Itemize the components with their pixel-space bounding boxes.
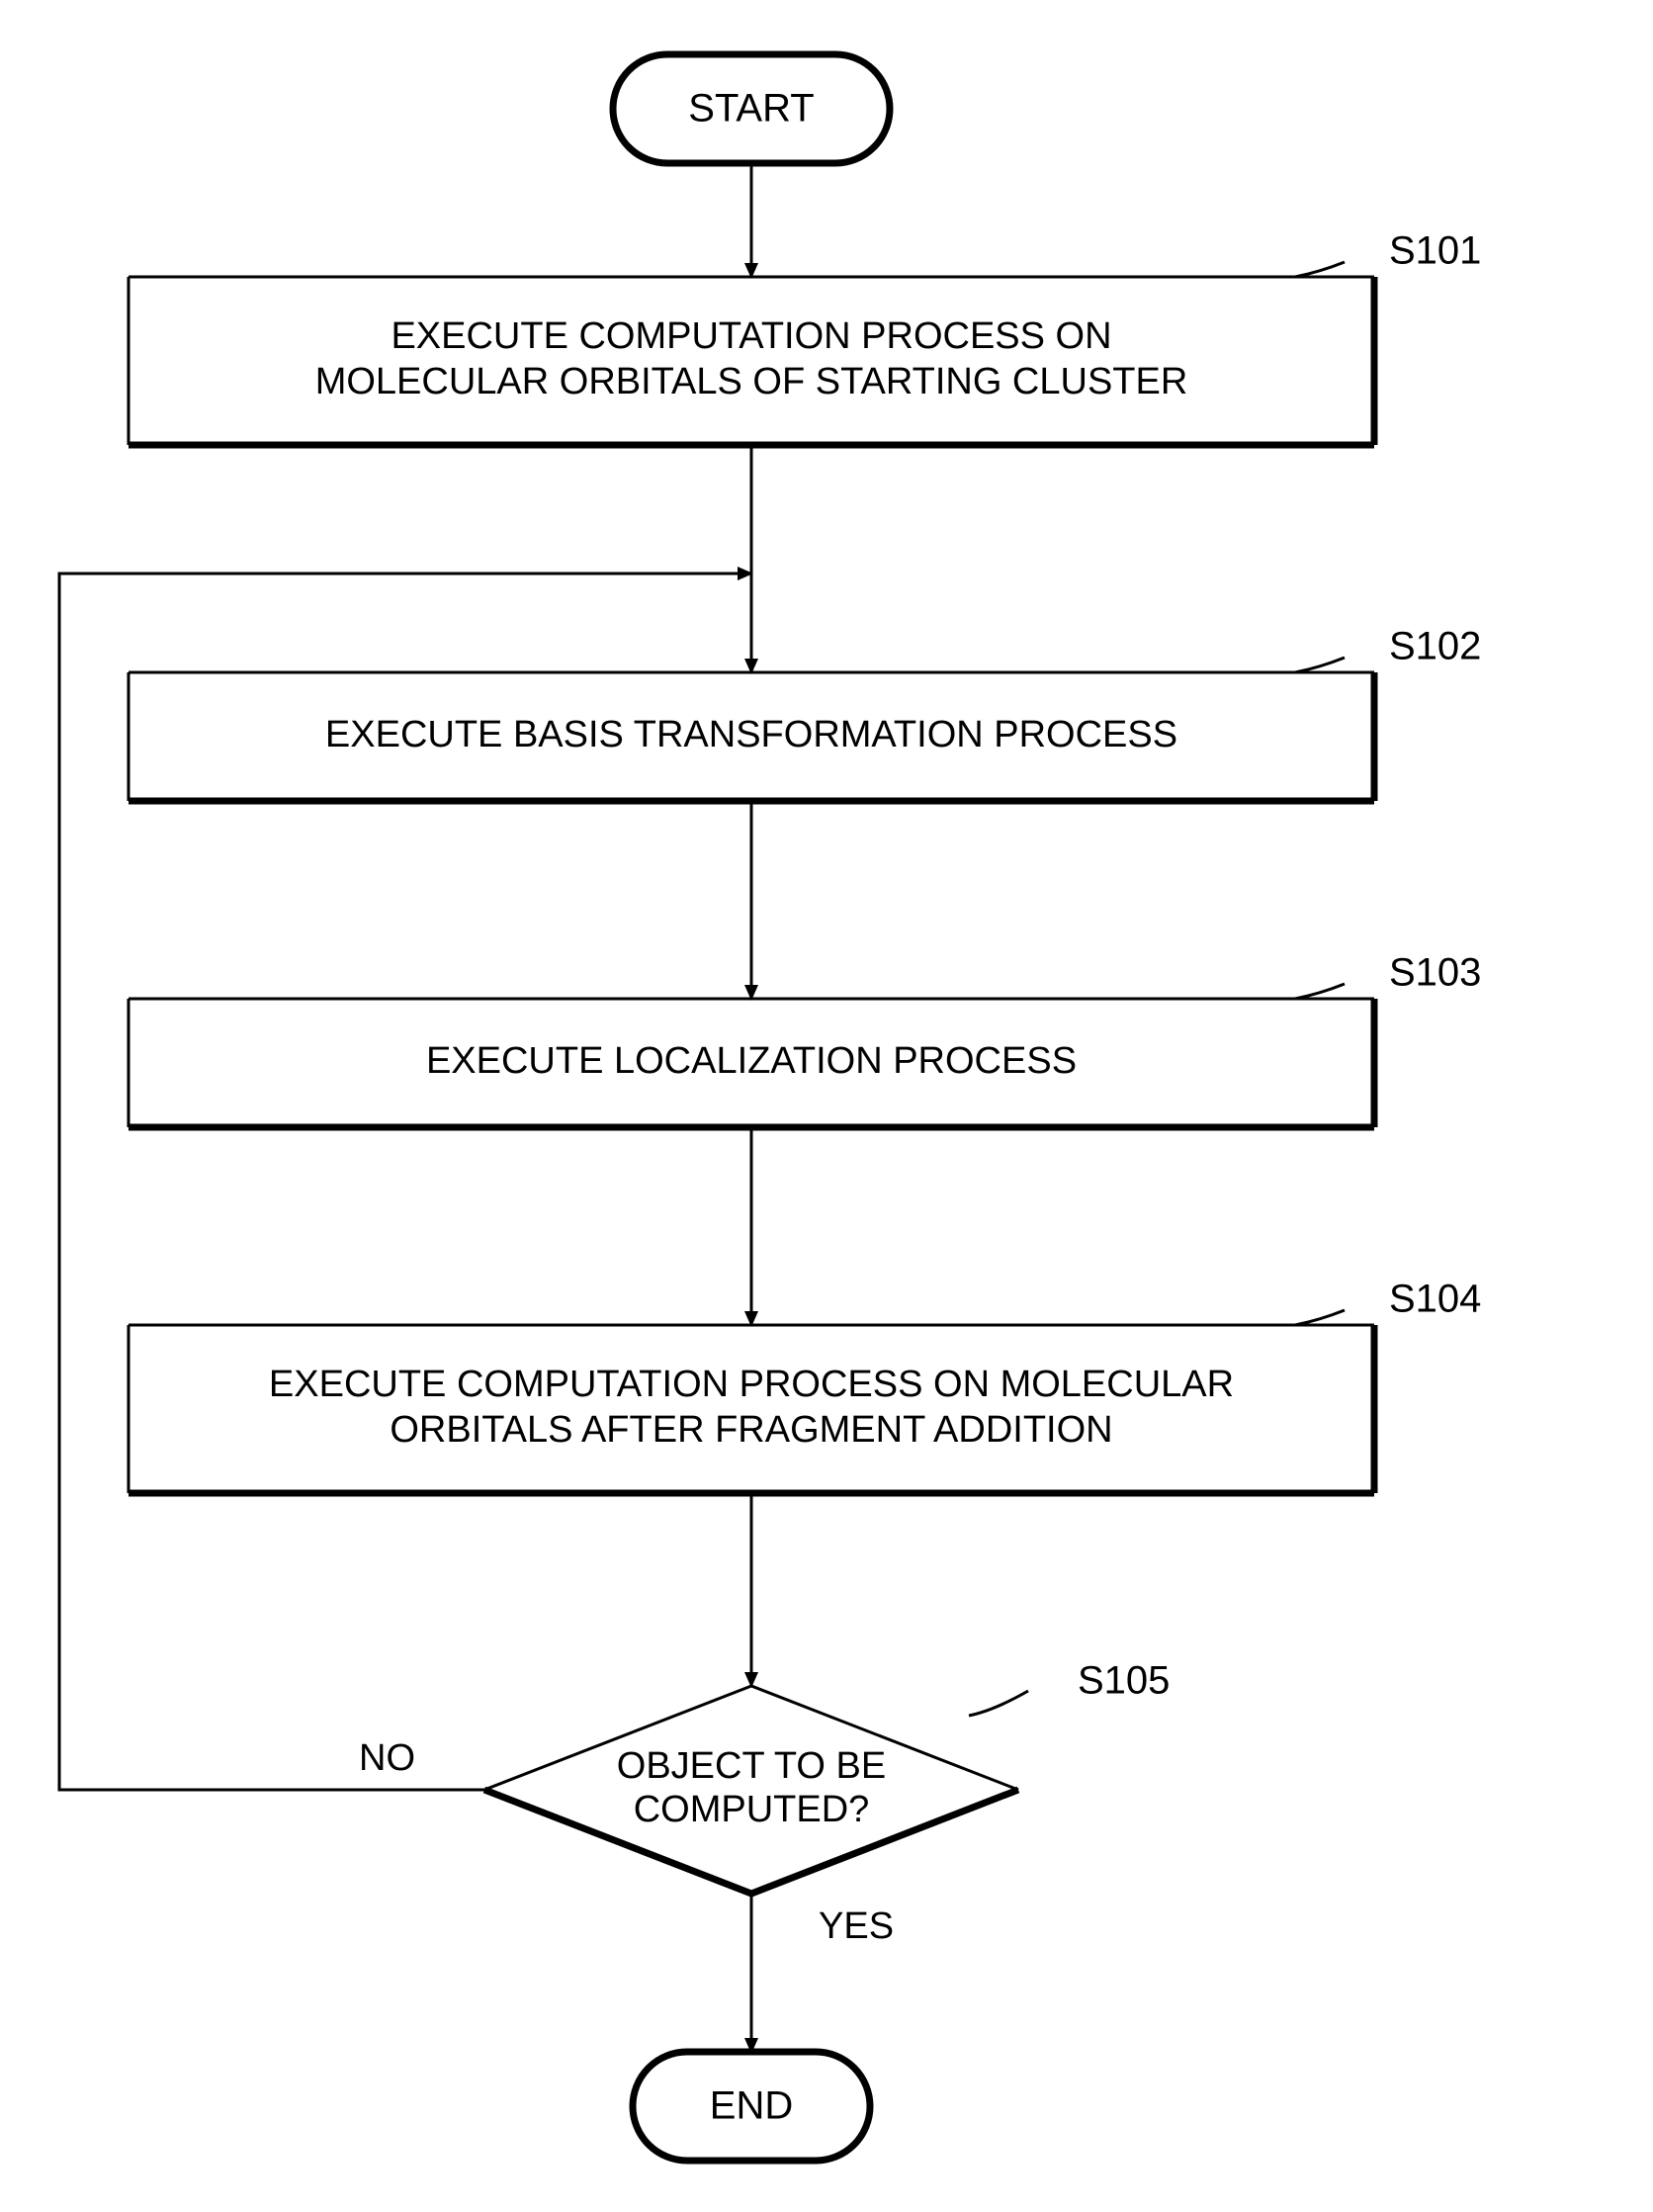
process-s103: EXECUTE LOCALIZATION PROCESS (129, 999, 1374, 1127)
process-text: ORBITALS AFTER FRAGMENT ADDITION (390, 1409, 1112, 1451)
flowchart-canvas: START EXECUTE COMPUTATION PROCESS ONMOLEC… (0, 0, 1653, 2212)
step-label-text: S104 (1389, 1278, 1481, 1321)
process-text: MOLECULAR ORBITALS OF STARTING CLUSTER (315, 361, 1188, 402)
step-label-text: S102 (1389, 625, 1481, 668)
branch-label-yes: YES (819, 1905, 894, 1947)
step-label-text: S105 (1078, 1659, 1170, 1703)
process-text: EXECUTE BASIS TRANSFORMATION PROCESS (325, 714, 1177, 755)
step-label-s101: S101 (1295, 229, 1481, 277)
decision-text: OBJECT TO BE (617, 1745, 886, 1787)
branch-label-no: NO (359, 1737, 415, 1779)
step-label-text: S103 (1389, 951, 1481, 995)
process-s102: EXECUTE BASIS TRANSFORMATION PROCESS (129, 672, 1374, 801)
step-label-text: S101 (1389, 229, 1481, 273)
end-label: END (710, 2084, 793, 2128)
process-text: EXECUTE COMPUTATION PROCESS ON (391, 315, 1111, 357)
step-label-s104: S104 (1295, 1278, 1481, 1325)
step-label-s105: S105 (969, 1659, 1170, 1716)
end-terminal: END (633, 2052, 870, 2161)
step-label-s103: S103 (1295, 951, 1481, 999)
process-text: EXECUTE COMPUTATION PROCESS ON MOLECULAR (269, 1364, 1234, 1405)
decision-text: COMPUTED? (634, 1789, 870, 1830)
process-text: EXECUTE LOCALIZATION PROCESS (426, 1040, 1077, 1082)
decision-s105: OBJECT TO BECOMPUTED? (484, 1686, 1018, 1894)
step-label-s102: S102 (1295, 625, 1481, 672)
start-terminal: START (613, 54, 890, 163)
process-s104: EXECUTE COMPUTATION PROCESS ON MOLECULAR… (129, 1325, 1374, 1493)
process-s101: EXECUTE COMPUTATION PROCESS ONMOLECULAR … (129, 277, 1374, 445)
start-label: START (688, 87, 814, 131)
